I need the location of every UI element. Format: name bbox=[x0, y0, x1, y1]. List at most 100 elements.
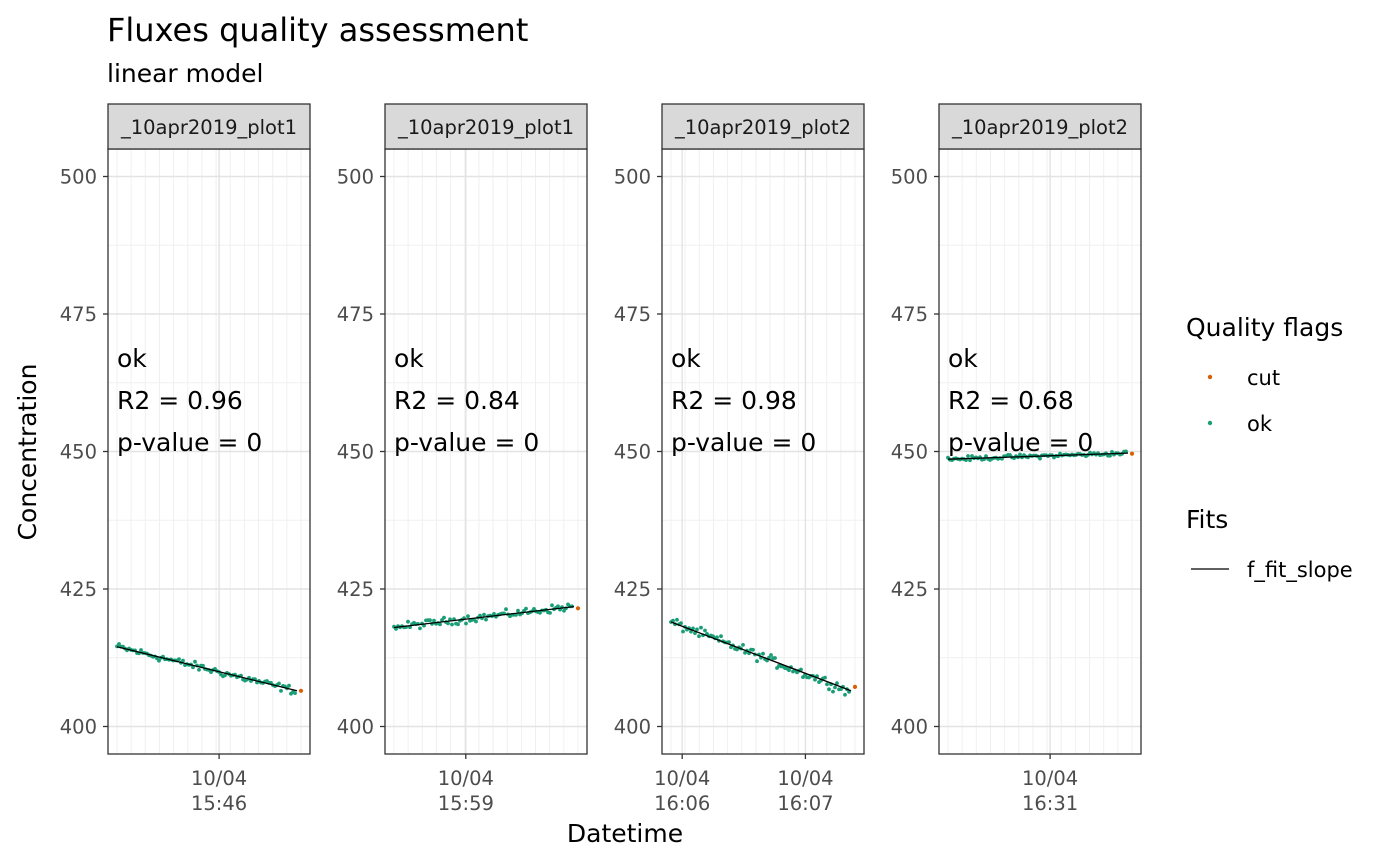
fit-line bbox=[947, 452, 1129, 460]
data-point-ok bbox=[157, 658, 161, 663]
y-tick-label: 450 bbox=[60, 441, 97, 464]
data-point-ok bbox=[456, 622, 460, 627]
data-point-ok bbox=[201, 663, 205, 668]
y-tick-label: 450 bbox=[614, 441, 651, 464]
data-point-ok bbox=[177, 657, 181, 661]
data-point-ok bbox=[117, 642, 121, 646]
fit-annotation: R2 = 0.96 bbox=[117, 386, 243, 415]
x-tick-label-date: 10/04 bbox=[654, 767, 710, 790]
data-point-ok bbox=[675, 617, 679, 622]
data-point-ok bbox=[442, 615, 446, 620]
fit-line bbox=[670, 621, 852, 692]
y-tick-label: 475 bbox=[337, 303, 374, 326]
data-point-ok bbox=[484, 617, 488, 622]
x-tick-label-date: 10/04 bbox=[1022, 767, 1078, 790]
facet-panel-2: ok R2 = 0.84 p-value = 0 _10apr2019_plot1 40… bbox=[337, 103, 588, 815]
data-point-ok bbox=[181, 658, 185, 663]
data-point-ok bbox=[478, 613, 482, 618]
facet-strip bbox=[938, 103, 1142, 150]
data-point-ok bbox=[1108, 453, 1112, 458]
x-tick-label-time: 16:31 bbox=[1022, 792, 1078, 815]
facet-panel-1: ok R2 = 0.96 p-value = 0 _10apr2019_plot1 40… bbox=[60, 103, 311, 815]
facet-strip bbox=[661, 103, 865, 150]
y-tick-label: 500 bbox=[60, 166, 97, 189]
data-point-ok bbox=[984, 454, 988, 458]
data-point-ok bbox=[504, 607, 508, 612]
fit-annotation: p-value = 0 bbox=[117, 428, 262, 457]
data-point-ok bbox=[827, 687, 831, 692]
data-point-ok bbox=[279, 689, 283, 693]
data-point-ok bbox=[843, 692, 847, 697]
facet-panels: ok R2 = 0.96 p-value = 0 _10apr2019_plot1 40… bbox=[60, 103, 1142, 815]
data-point-ok bbox=[741, 643, 745, 647]
data-point-ok bbox=[679, 621, 683, 625]
data-point-ok bbox=[516, 608, 520, 613]
fit-annotation: ok bbox=[948, 344, 978, 373]
data-point-ok bbox=[699, 625, 703, 630]
data-point-ok bbox=[966, 454, 970, 458]
data-point-ok bbox=[524, 606, 528, 611]
y-tick-label: 400 bbox=[891, 716, 928, 739]
chart-title: Fluxes quality assessment bbox=[107, 11, 528, 49]
y-tick-label: 400 bbox=[614, 716, 651, 739]
data-point-ok bbox=[450, 622, 454, 627]
fit-line bbox=[116, 646, 298, 692]
data-point-ok bbox=[474, 619, 478, 624]
data-point-ok bbox=[277, 681, 281, 686]
data-point-ok bbox=[287, 683, 291, 688]
fit-annotation: p-value = 0 bbox=[948, 428, 1093, 457]
data-point-ok bbox=[799, 667, 803, 672]
legend-cut-key bbox=[1207, 374, 1213, 380]
data-point-ok bbox=[1124, 449, 1128, 454]
data-point-ok bbox=[406, 619, 410, 624]
data-point-ok bbox=[719, 634, 723, 639]
data-point-ok bbox=[548, 611, 552, 615]
legend-fits-title: Fits bbox=[1186, 505, 1228, 534]
data-point-ok bbox=[695, 627, 699, 632]
facet-strip-label: _10apr2019_plot2 bbox=[674, 116, 851, 139]
data-point-ok bbox=[550, 603, 554, 608]
legend: Quality flags cut ok Fits f_fit_slope bbox=[1186, 313, 1353, 583]
data-point-ok bbox=[418, 626, 422, 631]
facet-strip-label: _10apr2019_plot1 bbox=[397, 116, 574, 139]
data-point-ok bbox=[1038, 456, 1042, 461]
data-point-ok bbox=[432, 618, 436, 623]
data-point-ok bbox=[773, 656, 777, 660]
data-point-ok bbox=[492, 612, 496, 616]
data-point-ok bbox=[769, 653, 773, 657]
data-point-ok bbox=[681, 629, 685, 634]
y-tick-label: 425 bbox=[60, 578, 97, 601]
data-point-cut bbox=[298, 688, 304, 693]
data-point-ok bbox=[787, 668, 791, 673]
data-point-ok bbox=[823, 675, 827, 680]
facet-strip-label: _10apr2019_plot2 bbox=[951, 116, 1128, 139]
x-tick-label-time: 16:06 bbox=[654, 792, 710, 815]
legend-ok-key bbox=[1207, 420, 1213, 426]
x-tick-label-date: 10/04 bbox=[438, 767, 494, 790]
chart-subtitle: linear model bbox=[107, 59, 264, 88]
fit-annotation: p-value = 0 bbox=[671, 428, 816, 457]
legend-ok-label: ok bbox=[1247, 412, 1273, 436]
facet-strip-label: _10apr2019_plot1 bbox=[120, 116, 297, 139]
data-point-ok bbox=[968, 458, 972, 463]
legend-quality-title: Quality flags bbox=[1186, 313, 1343, 342]
facet-panel-3: ok R2 = 0.98 p-value = 0 _10apr2019_plot2 40… bbox=[614, 103, 865, 815]
data-point-ok bbox=[438, 622, 442, 627]
data-point-ok bbox=[139, 648, 143, 652]
x-tick-label-date: 10/04 bbox=[777, 767, 833, 790]
data-point-ok bbox=[835, 681, 839, 686]
y-tick-label: 400 bbox=[337, 716, 374, 739]
data-point-ok bbox=[813, 677, 817, 682]
y-tick-label: 425 bbox=[337, 578, 374, 601]
y-tick-label: 400 bbox=[60, 716, 97, 739]
y-tick-label: 475 bbox=[614, 303, 651, 326]
x-axis-label: Datetime bbox=[567, 819, 683, 848]
legend-fit-label: f_fit_slope bbox=[1247, 558, 1353, 583]
y-tick-label: 425 bbox=[614, 578, 651, 601]
y-tick-label: 425 bbox=[891, 578, 928, 601]
facet-strip bbox=[107, 103, 311, 150]
data-point-ok bbox=[466, 614, 470, 619]
fit-annotation: ok bbox=[394, 344, 424, 373]
x-tick-label-time: 16:07 bbox=[777, 792, 833, 815]
